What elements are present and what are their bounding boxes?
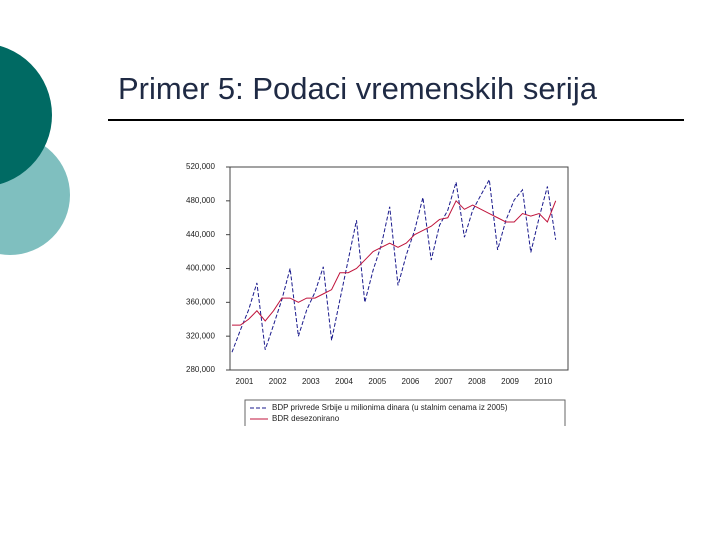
decor-circle: [0, 45, 52, 185]
legend-label: BDR desezonirano: [272, 414, 340, 423]
legend-label: BDP privrede Srbije u milionima dinara (…: [272, 403, 508, 412]
x-tick-label: 2006: [402, 377, 420, 386]
x-tick-label: 2008: [468, 377, 486, 386]
series-line: [231, 178, 557, 353]
x-tick-label: 2003: [302, 377, 320, 386]
y-tick-label: 280,000: [186, 365, 215, 374]
y-tick-label: 480,000: [186, 196, 215, 205]
x-tick-label: 2001: [236, 377, 254, 386]
x-tick-label: 2002: [269, 377, 287, 386]
plot-frame: [229, 166, 569, 371]
series-line: [232, 199, 557, 326]
y-tick-label: 320,000: [186, 331, 215, 340]
slide-title: Primer 5: Podaci vremenskih serija: [118, 71, 598, 106]
legend-crop: [240, 426, 580, 446]
y-tick-label: 400,000: [186, 264, 215, 273]
y-tick-label: 520,000: [186, 162, 215, 171]
x-tick-label: 2005: [368, 377, 386, 386]
x-tick-label: 2007: [435, 377, 453, 386]
y-tick-label: 440,000: [186, 230, 215, 239]
x-tick-label: 2009: [501, 377, 519, 386]
chart: 280,000 320,000 360,000 400,000 440,000 480,0…: [186, 162, 580, 446]
y-tick-label: 360,000: [186, 297, 215, 306]
x-tick-label: 2004: [335, 377, 353, 386]
x-tick-label: 2010: [534, 377, 552, 386]
